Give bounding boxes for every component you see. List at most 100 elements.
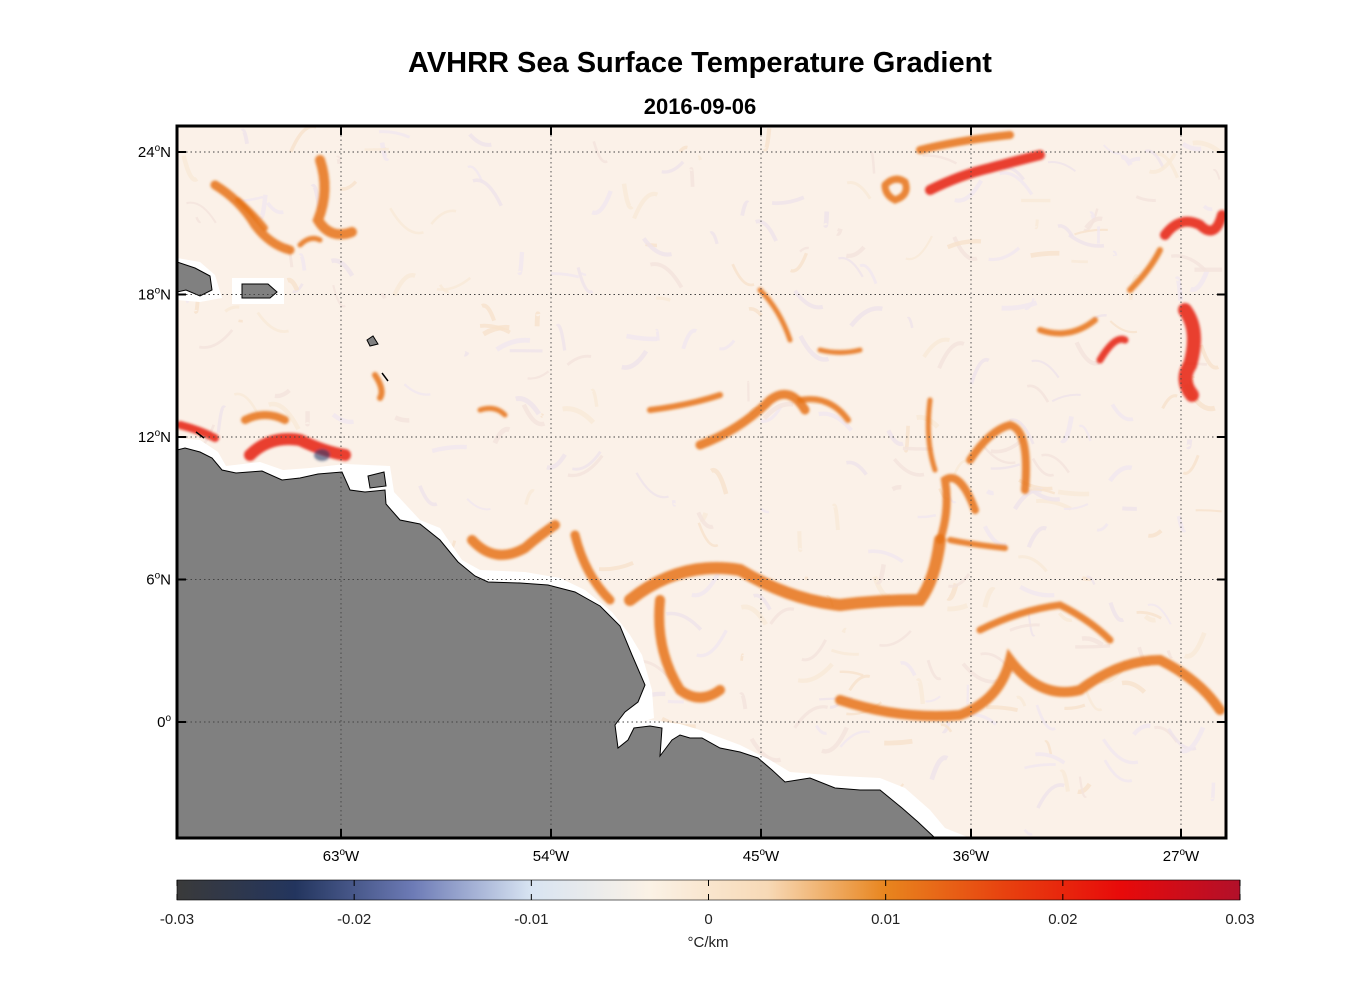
- sst-texture-stroke: [1063, 503, 1089, 510]
- sst-texture-stroke: [430, 209, 457, 225]
- sst-front: [695, 389, 810, 450]
- sst-front: [210, 180, 295, 255]
- sst-texture-stroke: [642, 237, 673, 257]
- sst-texture-stroke: [823, 211, 830, 228]
- sst-texture-stroke: [1057, 612, 1073, 623]
- sst-texture-stroke: [1036, 783, 1065, 809]
- sst-texture-stroke: [929, 755, 949, 781]
- lat-label: 0o: [157, 713, 171, 731]
- sst-texture-stroke: [869, 151, 876, 174]
- sst-texture-stroke: [1081, 636, 1104, 647]
- sst-texture-stroke: [598, 561, 634, 572]
- sst-texture-stroke: [917, 513, 937, 519]
- sst-texture-stroke: [969, 357, 990, 385]
- sst-texture-stroke: [988, 246, 1021, 262]
- sst-texture-stroke: [1078, 424, 1092, 442]
- sst-texture-stroke: [266, 201, 284, 215]
- sst-texture-stroke: [1027, 612, 1036, 637]
- sst-texture-stroke: [982, 525, 1008, 547]
- sst-texture-stroke: [1030, 488, 1056, 495]
- lat-label: 12oN: [138, 428, 171, 446]
- sst-texture-stroke: [1074, 341, 1100, 366]
- sst-texture-stroke: [1035, 752, 1066, 765]
- sst-texture-stroke: [177, 475, 179, 479]
- sst-texture-stroke: [521, 403, 546, 427]
- sst-texture-stroke: [1035, 704, 1056, 731]
- sst-texture-stroke: [1016, 695, 1027, 707]
- sst-texture-stroke: [886, 429, 904, 447]
- sst-texture-stroke: [1122, 506, 1137, 511]
- sst-texture-stroke: [754, 219, 778, 242]
- sst-texture-stroke: [798, 334, 830, 362]
- sst-texture-stroke: [793, 705, 829, 729]
- lon-label: 36oW: [953, 847, 990, 865]
- sst-front: [297, 235, 323, 248]
- sst-texture-stroke: [566, 354, 592, 366]
- sst-texture-stroke: [555, 323, 567, 351]
- sst-texture-stroke: [1068, 233, 1105, 248]
- sst-texture-stroke: [986, 705, 1019, 713]
- sst-texture-stroke: [591, 190, 613, 215]
- sst-texture-stroke: [1084, 216, 1103, 230]
- sst-front: [797, 396, 851, 423]
- sst-texture-stroke: [1121, 680, 1147, 694]
- sst-texture-stroke: [1128, 274, 1140, 301]
- small-island-3: [195, 431, 205, 439]
- sst-texture-stroke: [1026, 526, 1048, 548]
- colorbar-tick-label: -0.03: [160, 911, 194, 928]
- sst-texture-stroke: [818, 411, 853, 432]
- sst-texture-stroke: [879, 630, 912, 647]
- sst-texture-stroke: [1135, 195, 1156, 202]
- sst-texture-stroke: [831, 648, 859, 656]
- sst-front: [916, 131, 1014, 154]
- sst-texture-stroke: [1071, 259, 1088, 264]
- colorbar-tick-label: 0.01: [871, 911, 900, 928]
- sst-texture-stroke: [954, 179, 984, 203]
- sst-texture-stroke: [691, 572, 720, 598]
- sst-texture-stroke: [655, 328, 660, 341]
- sst-texture-stroke: [696, 629, 728, 658]
- sst-front: [467, 520, 560, 560]
- sst-texture-stroke: [678, 145, 688, 153]
- sst-texture-stroke: [839, 670, 864, 677]
- latitude-labels: 24oN 18oN 12oN 6oN 0o: [138, 143, 172, 731]
- sst-texture-stroke: [1182, 454, 1200, 475]
- sst-texture-stroke: [771, 195, 805, 206]
- sst-texture-stroke: [999, 171, 1034, 196]
- sst-texture-stroke: [1084, 688, 1103, 712]
- sst-texture-stroke: [1047, 161, 1077, 173]
- sst-texture-stroke: [937, 341, 965, 369]
- sst-texture-stroke: [740, 604, 768, 626]
- sst-texture-stroke: [233, 392, 260, 417]
- sst-texture-stroke: [661, 160, 685, 174]
- sst-texture-stroke: [667, 699, 684, 704]
- sst-front: [477, 405, 508, 418]
- sst-texture-stroke: [472, 178, 503, 207]
- sst-texture-stroke: [884, 738, 913, 746]
- sst-front: [1178, 303, 1201, 402]
- sst-texture-stroke: [797, 531, 803, 553]
- sst-texture-stroke: [1174, 276, 1183, 301]
- sst-texture-stroke: [831, 503, 840, 531]
- sst-texture-stroke: [867, 549, 904, 564]
- sst-texture-stroke: [797, 662, 834, 683]
- sst-texture-stroke: [1176, 515, 1187, 533]
- sst-texture-stroke: [517, 251, 525, 276]
- sst-texture-stroke: [1023, 828, 1033, 836]
- sst-texture-stroke: [1109, 320, 1138, 334]
- sst-texture-stroke: [621, 349, 649, 370]
- sst-texture-stroke: [1108, 465, 1133, 483]
- sst-texture-stroke: [952, 236, 978, 261]
- sst-texture-stroke: [379, 142, 390, 161]
- sst-texture-stroke: [1030, 488, 1061, 502]
- sst-texture-stroke: [186, 201, 217, 224]
- sst-texture-stroke: [1083, 208, 1099, 232]
- sst-texture-stroke: [1125, 156, 1141, 166]
- sst-texture-stroke: [195, 216, 202, 224]
- colorbar-tick-label: 0: [704, 911, 712, 928]
- sst-texture-stroke: [696, 511, 714, 529]
- sst-front: [817, 347, 863, 355]
- sst-texture-stroke: [177, 777, 179, 782]
- sst-texture-stroke: [845, 245, 866, 258]
- sst-texture-stroke: [663, 126, 668, 128]
